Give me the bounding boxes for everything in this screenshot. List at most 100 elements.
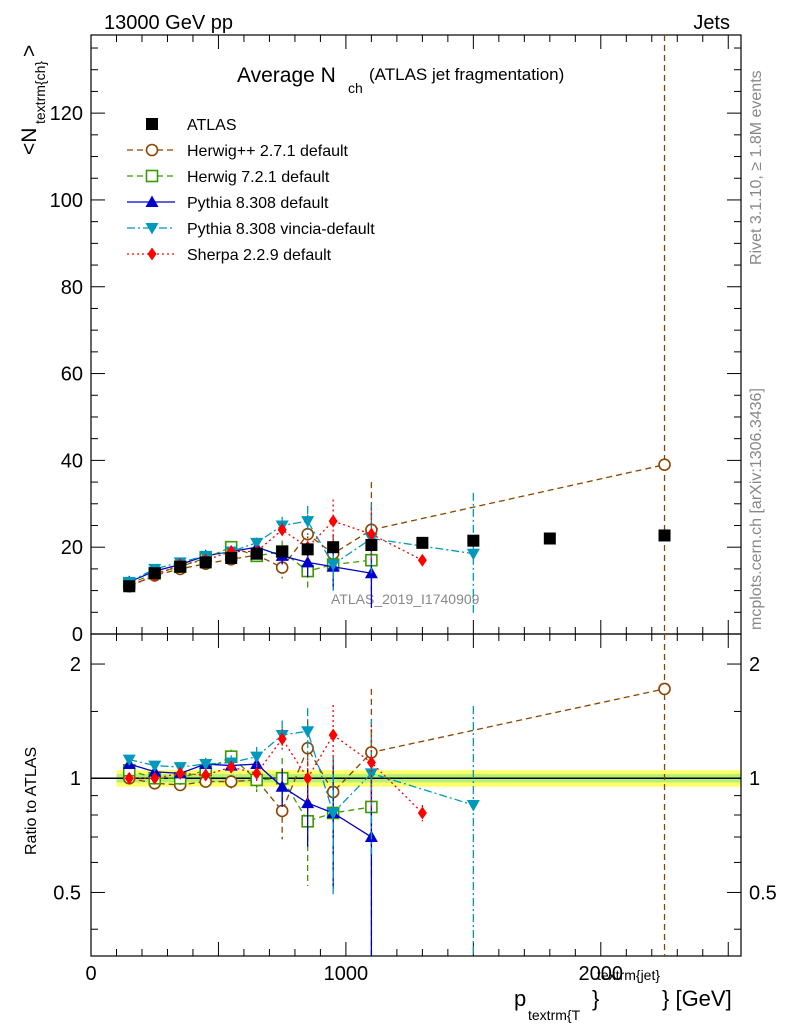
main-y-tick-label: 80 (61, 277, 83, 299)
ratio-data-point (417, 806, 427, 820)
legend-label: Herwig++ 2.7.1 default (187, 143, 349, 160)
ratio-data-point (275, 780, 289, 792)
main-y-tick-label: 20 (61, 537, 83, 559)
main-y-axis-label: <N textrm{ch} > (18, 45, 48, 155)
ratio-data-point (277, 732, 287, 746)
ratio-y-tick-label-left: 0.5 (53, 882, 81, 904)
ratio-data-point (364, 768, 378, 780)
ratio-data-point (199, 759, 213, 771)
x-tick-label: 0 (85, 963, 96, 985)
data-point (174, 560, 187, 573)
data-point (327, 541, 340, 554)
ratio-data-point (275, 804, 289, 818)
legend-label: Pythia 8.308 vincia-default (187, 221, 375, 238)
legend-label: ATLAS (187, 117, 237, 134)
ratio-series-line (129, 755, 372, 823)
ratio-y-tick-label-left: 1 (70, 768, 81, 790)
ratio-series-line (129, 734, 423, 814)
data-point (543, 532, 556, 545)
x-label-end: } [GeV] (662, 986, 732, 1011)
legend-marker (145, 143, 159, 157)
data-point (148, 567, 161, 580)
legend-marker (145, 223, 159, 235)
ratio-data-point (658, 682, 671, 696)
legend-entry: Herwig++ 2.7.1 default (127, 143, 349, 160)
data-point (365, 539, 378, 552)
y-label-main: <N (18, 128, 41, 155)
x-label-main: p (514, 986, 526, 1011)
ratio-y-tick-label-right: 2 (749, 654, 760, 676)
x-tick-label: 1000 (324, 963, 369, 985)
y-label-subscript: textrm{ch} (32, 61, 48, 124)
x-tick-label: 2000 (579, 963, 624, 985)
legend-label: Sherpa 2.2.9 default (187, 247, 332, 264)
ratio-data-point (122, 754, 136, 767)
x-axis-label: p textrm{T } textrm{jet} } [GeV] (514, 967, 732, 1023)
data-point (250, 537, 264, 550)
main-y-tick-label: 0 (72, 624, 83, 646)
title-main: Average N (237, 64, 336, 87)
legend-marker (147, 247, 157, 261)
ratio-data-point (226, 760, 236, 774)
ratio-panel: 0.5 0.5 1 1 2 2 0 1000 2000 (53, 633, 777, 985)
ratio-data-point (366, 756, 376, 770)
title-extra: (ATLAS jet fragmentation) (369, 65, 564, 84)
energy-label: 13000 GeV pp (104, 12, 233, 34)
data-point (225, 552, 238, 565)
data-point (366, 527, 376, 541)
ratio-data-point (301, 796, 315, 809)
ratio-data-point (224, 775, 238, 788)
ratio-series-sherpa-2-2-9-default (124, 704, 427, 822)
ratio-data-point (328, 728, 338, 742)
ratio-data-point (150, 771, 160, 785)
ratio-data-point (326, 807, 340, 820)
legend: ATLAS Herwig++ 2.7.1 default Herwig 7.2.1 … (127, 117, 375, 264)
main-plot-title: Average N ch (ATLAS jet fragmentation) (237, 64, 564, 96)
series-line (128, 546, 372, 583)
ratio-series-line (129, 688, 665, 813)
analysis-watermark: ATLAS_2019_I1740909 (331, 591, 480, 607)
series-line (128, 520, 423, 587)
title-subscript: ch (348, 80, 363, 96)
legend-marker (145, 169, 159, 183)
legend-entry: Herwig 7.2.1 default (127, 169, 330, 186)
data-point (467, 534, 480, 547)
legend-label: Pythia 8.308 default (187, 195, 329, 212)
data-point (301, 516, 315, 528)
main-y-tick-label: 60 (61, 364, 83, 386)
legend-entry: Pythia 8.308 default (127, 195, 329, 212)
ratio-data-point (148, 760, 162, 773)
main-y-tick-label: 100 (50, 190, 83, 212)
data-point (417, 553, 427, 567)
data-point (658, 458, 671, 472)
ratio-data-point (201, 768, 211, 782)
data-point (301, 555, 315, 568)
legend-entry: ATLAS (146, 117, 237, 134)
ratio-data-point (303, 771, 313, 785)
series-sherpa-2-2-9-default (124, 499, 427, 593)
x-label-subscript: textrm{T (528, 1007, 581, 1023)
ratio-frame (90, 633, 742, 957)
data-point (416, 536, 429, 549)
data-point (277, 523, 287, 537)
data-point (466, 548, 480, 561)
ratio-y-axis-label: Ratio to ATLAS (23, 747, 40, 855)
ratio-y-tick-label-right: 0.5 (749, 882, 777, 904)
ratio-series-herwig-2-7-1-default (122, 634, 671, 956)
ratio-data-point (250, 751, 264, 764)
series-atlas (123, 529, 671, 593)
legend-marker (145, 195, 159, 207)
ratio-data-point (466, 800, 480, 812)
mcplots-reference-label: mcplots.cern.ch [arXiv:1306.3436] (748, 388, 765, 630)
ratio-data-point (252, 766, 262, 780)
data-point (250, 547, 263, 560)
data-point (328, 514, 338, 528)
ratio-data-point (124, 771, 134, 785)
ratio-data-point (175, 766, 185, 780)
main-y-tick-label: 120 (50, 103, 83, 125)
category-label: Jets (693, 12, 730, 34)
data-point (301, 543, 314, 556)
ratio-series-pythia-8-308-vincia-default (122, 706, 480, 956)
ratio-y-tick-label-right: 1 (749, 768, 760, 790)
